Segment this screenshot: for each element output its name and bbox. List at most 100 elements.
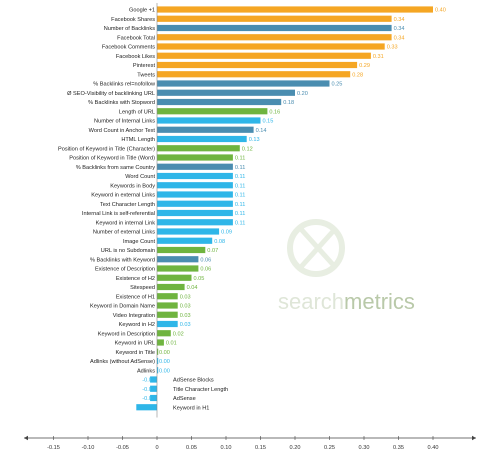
data-label: 0.31 bbox=[373, 54, 384, 60]
bar bbox=[157, 348, 159, 355]
data-label: 0.11 bbox=[235, 220, 245, 226]
category-label: Keyword in internal Link bbox=[96, 220, 156, 226]
bar bbox=[157, 320, 178, 328]
bar bbox=[157, 24, 392, 32]
data-label: 0.06 bbox=[200, 267, 211, 273]
data-label: 0.18 bbox=[283, 100, 294, 106]
category-label: Ø SEO-Visibility of backlinking URL bbox=[67, 91, 155, 97]
category-label: Video Integration bbox=[113, 313, 155, 319]
bar bbox=[157, 283, 185, 291]
bar bbox=[157, 80, 330, 87]
bar bbox=[157, 15, 392, 22]
category-label: Title Character Length bbox=[173, 387, 228, 393]
x-tick-label: 0.30 bbox=[359, 445, 370, 451]
bar bbox=[157, 302, 178, 309]
category-label: Number of external Links bbox=[93, 230, 155, 236]
data-label: 0.34 bbox=[394, 17, 405, 23]
category-label: Facebook Shares bbox=[111, 17, 155, 23]
category-label: Image Count bbox=[123, 239, 155, 245]
data-label: 0.03 bbox=[180, 294, 191, 300]
category-label: Position of Keyword in Title (Word) bbox=[69, 156, 155, 162]
category-label: Adlinks (without AdSense) bbox=[90, 359, 155, 365]
category-label: Keyword in H1 bbox=[173, 405, 209, 411]
bar bbox=[157, 209, 233, 217]
category-label: Keyword in URL bbox=[115, 341, 155, 347]
data-label: 0.07 bbox=[207, 248, 218, 254]
bar bbox=[157, 357, 159, 365]
category-label: Keyword in Description bbox=[98, 331, 155, 337]
data-label: 0.11 bbox=[235, 165, 245, 171]
data-label: 0.11 bbox=[235, 183, 245, 189]
x-tick-label: 0.20 bbox=[290, 445, 301, 451]
bar bbox=[157, 61, 358, 69]
data-label: 0.03 bbox=[180, 313, 191, 319]
category-label: Facebook Total bbox=[117, 35, 155, 41]
category-label: Keyword in Title bbox=[116, 350, 155, 356]
bar bbox=[157, 34, 392, 41]
bar bbox=[150, 376, 157, 383]
bar bbox=[157, 135, 247, 143]
data-label: 0.11 bbox=[235, 211, 245, 217]
bar bbox=[157, 172, 233, 180]
bar bbox=[157, 117, 261, 124]
watermark-text-a: search bbox=[278, 289, 344, 314]
x-axis: -0.15 -0.10 -0.05 0 0.05 0.10 0.15 0.20 0.25 0.30… bbox=[24, 3, 476, 451]
bar bbox=[150, 394, 157, 402]
category-label: % Backlinks with Keyword bbox=[90, 257, 155, 263]
data-label: 0.33 bbox=[387, 45, 398, 51]
bar bbox=[157, 200, 233, 207]
category-label: Pinterest bbox=[133, 63, 156, 69]
bar bbox=[157, 98, 282, 106]
bar bbox=[157, 43, 385, 50]
data-label: 0.09 bbox=[221, 230, 232, 236]
data-label: 0.34 bbox=[394, 26, 405, 32]
data-label: 0.08 bbox=[214, 239, 225, 245]
bar bbox=[157, 163, 233, 170]
watermark-logo-swoosh-icon bbox=[298, 226, 338, 270]
category-label: Facebook Likes bbox=[116, 54, 155, 60]
data-label: 0.29 bbox=[359, 63, 370, 69]
category-label: Google +1 bbox=[129, 8, 155, 14]
category-label: Keyword in Domain Name bbox=[90, 304, 155, 310]
bar bbox=[157, 293, 178, 300]
watermark-logo-icon bbox=[287, 219, 345, 277]
category-label: Existence of Description bbox=[95, 267, 155, 273]
x-tick-label: 0.10 bbox=[221, 445, 232, 451]
category-label: AdSense bbox=[173, 396, 196, 402]
category-label: Word Count bbox=[125, 174, 155, 180]
bar bbox=[157, 330, 171, 337]
category-label: Existence of H1 bbox=[116, 294, 155, 300]
bar bbox=[157, 219, 233, 226]
bar bbox=[157, 145, 240, 152]
data-label: 0.06 bbox=[200, 257, 211, 263]
bar bbox=[157, 237, 213, 244]
data-label: 0.11 bbox=[235, 202, 245, 208]
data-label: 0.16 bbox=[269, 109, 280, 115]
watermark-text-b: metrics bbox=[344, 289, 415, 314]
watermark: searchmetrics bbox=[278, 219, 415, 314]
data-label: 0.14 bbox=[256, 128, 267, 134]
x-axis-arrow-left-icon bbox=[24, 435, 28, 441]
x-axis-arrow-right-icon bbox=[472, 435, 476, 441]
category-label: Keyword in external Links bbox=[91, 193, 155, 199]
x-tick-label: 0.25 bbox=[324, 445, 335, 451]
category-label: URL is no Subdomain bbox=[101, 248, 155, 254]
data-label: 0.15 bbox=[263, 119, 274, 125]
category-label: HTML Length bbox=[121, 137, 155, 143]
x-tick-label: 0.15 bbox=[255, 445, 266, 451]
category-label: Number of Internal Links bbox=[94, 119, 155, 125]
data-label: 0.04 bbox=[187, 285, 198, 291]
bar bbox=[157, 311, 178, 318]
bar bbox=[157, 228, 220, 235]
category-label: Existence of H2 bbox=[116, 276, 155, 282]
data-label: -0.01 bbox=[142, 378, 155, 384]
category-label: Keyword in H2 bbox=[119, 322, 155, 328]
category-label: % Backlinks from same Country bbox=[76, 165, 155, 171]
bar bbox=[157, 108, 268, 115]
category-label: Word Count in Anchor Text bbox=[89, 128, 156, 134]
category-label: % Backlinks with Stopword bbox=[88, 100, 155, 106]
bar bbox=[150, 385, 157, 392]
category-label: Keywords in Body bbox=[110, 183, 155, 189]
data-label: 0.12 bbox=[242, 146, 253, 152]
